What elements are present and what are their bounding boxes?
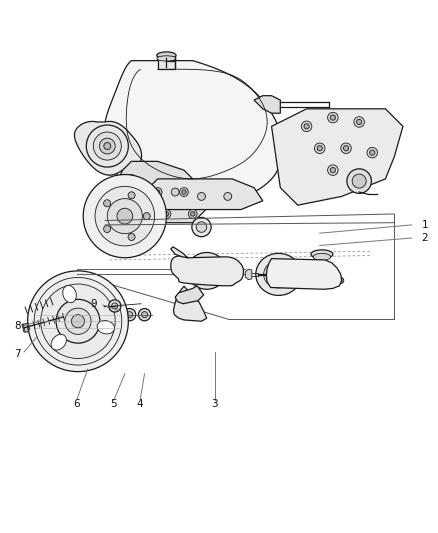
Circle shape xyxy=(129,177,134,181)
Circle shape xyxy=(93,132,121,160)
Text: 3: 3 xyxy=(211,399,218,409)
Polygon shape xyxy=(175,286,204,304)
Circle shape xyxy=(71,314,85,328)
Circle shape xyxy=(304,124,309,129)
Circle shape xyxy=(357,119,362,125)
Circle shape xyxy=(171,188,179,196)
Circle shape xyxy=(188,209,197,219)
Text: 7: 7 xyxy=(14,349,21,359)
Circle shape xyxy=(127,312,133,318)
Circle shape xyxy=(191,212,195,216)
Circle shape xyxy=(99,138,115,154)
Circle shape xyxy=(341,143,351,154)
Circle shape xyxy=(141,312,148,318)
Circle shape xyxy=(182,190,186,194)
Circle shape xyxy=(196,222,207,232)
Circle shape xyxy=(367,147,378,158)
Circle shape xyxy=(104,142,111,150)
Circle shape xyxy=(343,146,349,151)
Polygon shape xyxy=(22,324,28,332)
Circle shape xyxy=(112,303,118,309)
Ellipse shape xyxy=(157,56,176,61)
Circle shape xyxy=(354,117,364,127)
Circle shape xyxy=(162,209,171,219)
Ellipse shape xyxy=(51,334,67,350)
Circle shape xyxy=(127,174,136,183)
Circle shape xyxy=(107,199,142,233)
Text: 5: 5 xyxy=(110,399,117,409)
Text: 9: 9 xyxy=(91,298,98,309)
Circle shape xyxy=(41,284,115,359)
Text: 6: 6 xyxy=(73,399,80,409)
Circle shape xyxy=(143,213,150,220)
Circle shape xyxy=(198,192,205,200)
Polygon shape xyxy=(149,179,263,209)
Circle shape xyxy=(155,190,160,194)
Polygon shape xyxy=(171,256,244,286)
Polygon shape xyxy=(74,122,141,175)
Polygon shape xyxy=(158,56,175,69)
Polygon shape xyxy=(272,109,403,205)
Ellipse shape xyxy=(194,260,219,282)
Circle shape xyxy=(330,115,336,120)
Ellipse shape xyxy=(256,253,301,295)
Circle shape xyxy=(28,271,128,372)
Circle shape xyxy=(314,143,325,154)
Ellipse shape xyxy=(311,250,333,259)
Polygon shape xyxy=(171,247,188,258)
Polygon shape xyxy=(245,269,252,280)
Circle shape xyxy=(192,217,211,237)
Circle shape xyxy=(352,174,366,188)
Circle shape xyxy=(128,233,135,240)
Circle shape xyxy=(328,112,338,123)
Text: 8: 8 xyxy=(14,321,21,330)
Text: 1: 1 xyxy=(421,220,428,230)
Circle shape xyxy=(65,308,91,334)
Circle shape xyxy=(164,212,169,216)
Polygon shape xyxy=(266,259,342,289)
Circle shape xyxy=(347,169,371,193)
Polygon shape xyxy=(114,161,210,223)
Circle shape xyxy=(338,278,344,284)
Circle shape xyxy=(104,200,111,207)
Circle shape xyxy=(56,300,100,343)
Circle shape xyxy=(201,265,212,276)
Circle shape xyxy=(128,192,135,199)
Circle shape xyxy=(138,309,151,321)
Circle shape xyxy=(153,188,162,197)
Circle shape xyxy=(357,172,362,177)
Circle shape xyxy=(34,278,122,365)
Circle shape xyxy=(224,192,232,200)
Circle shape xyxy=(317,146,322,151)
Circle shape xyxy=(86,125,128,167)
Circle shape xyxy=(124,309,136,321)
Ellipse shape xyxy=(157,52,176,59)
Ellipse shape xyxy=(264,261,293,288)
Ellipse shape xyxy=(97,320,114,334)
Circle shape xyxy=(109,300,121,312)
Circle shape xyxy=(83,174,166,258)
Circle shape xyxy=(330,167,336,173)
Circle shape xyxy=(104,225,111,232)
Text: 2: 2 xyxy=(421,233,428,243)
Ellipse shape xyxy=(313,253,331,260)
Ellipse shape xyxy=(63,286,76,303)
Ellipse shape xyxy=(187,253,226,289)
Circle shape xyxy=(180,188,188,197)
Circle shape xyxy=(354,169,364,180)
Polygon shape xyxy=(104,61,281,205)
Circle shape xyxy=(95,187,155,246)
Circle shape xyxy=(117,208,133,224)
Polygon shape xyxy=(173,286,207,321)
Text: 4: 4 xyxy=(137,399,144,409)
Circle shape xyxy=(301,121,312,132)
Circle shape xyxy=(370,150,375,155)
Circle shape xyxy=(328,165,338,175)
Polygon shape xyxy=(254,96,280,113)
